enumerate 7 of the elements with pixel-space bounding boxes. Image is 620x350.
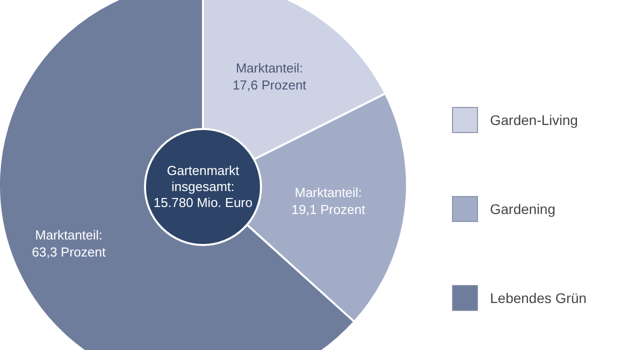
legend-label: Garden-Living <box>490 112 578 128</box>
data-label: Marktanteil: 17,6 Prozent <box>232 60 307 92</box>
data-label: Marktanteil: 63,3 Prozent <box>32 228 106 260</box>
legend-label: Lebendes Grün <box>490 290 587 306</box>
text: Gartenmarkt insgesamt: 15.780 Mio. Euro <box>144 128 262 246</box>
data-label: Marktanteil: 19,1 Prozent <box>291 185 366 218</box>
legend-label: Gardening <box>490 201 556 217</box>
